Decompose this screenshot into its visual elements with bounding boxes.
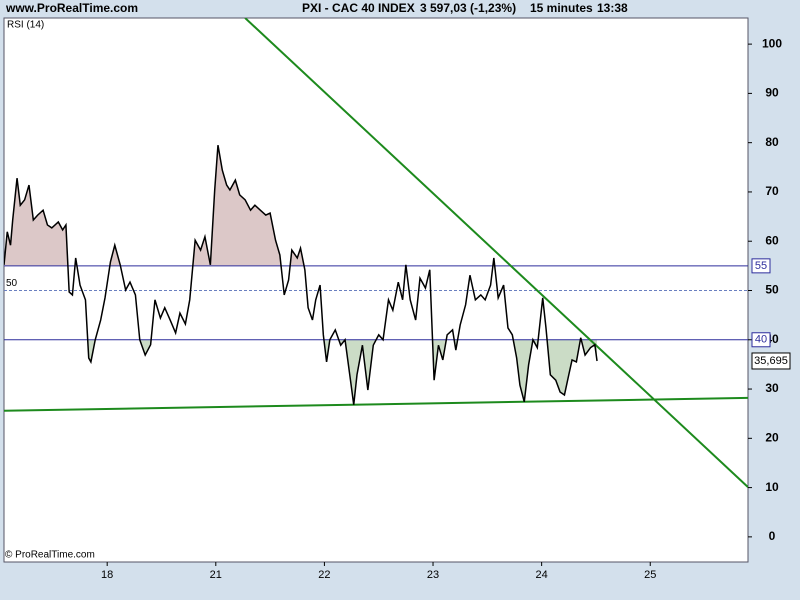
y-tick-label: 30 <box>765 381 779 395</box>
x-tick-label: 18 <box>101 569 113 581</box>
level-label: 40 <box>755 334 767 346</box>
y-tick-label: 80 <box>765 135 779 149</box>
level-label: 55 <box>755 260 767 272</box>
rsi-line <box>4 145 598 405</box>
y-tick-label: 10 <box>765 480 779 494</box>
y-tick-label: 90 <box>765 86 779 100</box>
x-tick-label: 22 <box>318 569 330 581</box>
overbought-fill <box>4 145 598 266</box>
instrument: PXI - CAC 40 INDEX <box>302 1 415 15</box>
x-tick-label: 25 <box>644 569 656 581</box>
level-label: 50 <box>6 278 18 289</box>
y-tick-label: 50 <box>765 283 779 297</box>
last-value-label: 35,695 <box>754 355 788 367</box>
quote: 3 597,03 (-1,23%) <box>420 1 516 15</box>
time: 13:38 <box>597 1 628 15</box>
y-tick-label: 70 <box>765 184 779 198</box>
x-tick-label: 24 <box>536 569 548 581</box>
y-tick-label: 60 <box>765 233 779 247</box>
interval: 15 minutes <box>530 1 593 15</box>
y-tick-label: 100 <box>762 36 782 50</box>
plot <box>4 18 748 488</box>
last-value-box <box>751 352 791 370</box>
y-tick-label: 0 <box>769 529 776 543</box>
level-box <box>751 332 771 348</box>
trendline <box>4 396 748 412</box>
site: www.ProRealTime.com <box>5 1 138 15</box>
level-box <box>751 258 771 274</box>
indicator-label: RSI (14) <box>7 20 44 31</box>
y-tick-label: 20 <box>765 430 779 444</box>
x-tick-label: 23 <box>427 569 439 581</box>
x-tick-label: 21 <box>210 569 222 581</box>
copyright: © ProRealTime.com <box>5 550 95 561</box>
trendline <box>244 18 748 488</box>
